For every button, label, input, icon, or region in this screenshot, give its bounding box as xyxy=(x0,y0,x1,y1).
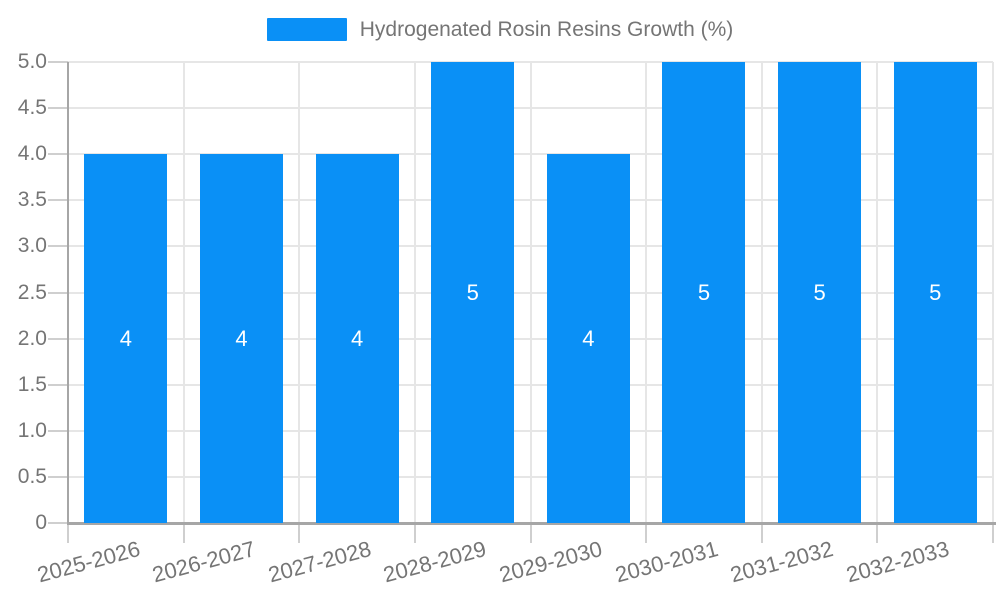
bar: 4 xyxy=(315,154,399,523)
bar: 4 xyxy=(546,154,630,523)
bar-value-label: 4 xyxy=(350,325,364,351)
bar: 4 xyxy=(199,154,283,523)
bar-value-label: 5 xyxy=(697,279,711,305)
bar-value-label: 4 xyxy=(582,325,595,351)
y-axis-tick xyxy=(48,291,68,294)
x-axis-tick xyxy=(298,523,301,543)
x-tick-label: 2028-2029 xyxy=(381,536,490,588)
x-axis-tick xyxy=(876,523,879,543)
v-gridline xyxy=(529,62,532,523)
y-tick-label: 0 xyxy=(35,511,47,534)
y-axis-tick xyxy=(48,153,68,156)
y-tick-label: 4.5 xyxy=(17,96,47,120)
y-axis-tick xyxy=(48,522,68,524)
y-axis-tick xyxy=(48,475,68,478)
y-tick-label: 1.0 xyxy=(17,418,47,442)
x-tick-label: 2030-2031 xyxy=(612,536,721,588)
y-tick-label: 2.5 xyxy=(17,280,47,304)
x-axis-tick xyxy=(760,523,763,543)
bar-value-label: 5 xyxy=(813,279,826,305)
bar-value-label: 5 xyxy=(929,279,942,305)
y-axis-tick xyxy=(48,107,68,110)
bar: 5 xyxy=(778,62,862,523)
x-axis-tick xyxy=(413,523,416,543)
chart-legend: Hydrogenated Rosin Resins Growth (%) xyxy=(0,18,1000,41)
y-tick-label: 3.5 xyxy=(17,188,47,212)
x-axis-line xyxy=(67,522,996,525)
x-tick-label: 2029-2030 xyxy=(496,536,605,588)
y-axis-tick xyxy=(48,429,68,432)
v-gridline xyxy=(182,62,185,523)
x-tick-label: 2026-2027 xyxy=(149,536,258,588)
y-axis-tick xyxy=(48,199,68,202)
y-tick-label: 1.5 xyxy=(17,372,47,396)
plot-area: 4 4 4 5 4 5 5 5 2025-2026 2026-2027 2027-2028 2028… xyxy=(34,61,996,587)
y-axis-tick xyxy=(48,337,68,340)
v-gridline xyxy=(876,62,879,523)
v-gridline xyxy=(992,62,994,523)
bar-value-label: 4 xyxy=(235,325,248,351)
x-axis-tick xyxy=(992,523,994,543)
x-tick-label: 2031-2032 xyxy=(727,536,837,588)
y-tick-label: 2.0 xyxy=(17,326,47,350)
bar: 4 xyxy=(84,154,168,523)
x-axis-tick xyxy=(645,523,648,543)
y-axis-tick xyxy=(48,245,68,248)
y-axis-tick xyxy=(48,61,68,63)
bar: 5 xyxy=(893,62,977,523)
x-tick-label: 2032-2033 xyxy=(843,536,952,588)
bar-value-label: 5 xyxy=(466,279,479,305)
x-axis-tick xyxy=(67,523,69,543)
y-tick-label: 3.0 xyxy=(17,234,47,258)
v-gridline xyxy=(645,62,648,523)
y-tick-label: 0.5 xyxy=(17,464,47,488)
bar: 5 xyxy=(662,62,746,523)
v-gridline xyxy=(413,62,416,523)
x-tick-label: 2025-2026 xyxy=(34,536,143,588)
x-axis-tick xyxy=(529,523,532,543)
y-tick-label: 5.0 xyxy=(17,50,47,73)
x-tick-label: 2027-2028 xyxy=(265,536,374,588)
v-gridline xyxy=(298,62,301,523)
legend-swatch-icon xyxy=(266,18,347,41)
y-axis-tick xyxy=(48,383,68,386)
x-axis-tick xyxy=(182,523,185,543)
bar: 5 xyxy=(431,62,515,523)
y-axis-line xyxy=(67,62,69,523)
bar-value-label: 4 xyxy=(119,325,132,351)
y-tick-label: 4.0 xyxy=(17,142,47,166)
v-gridline xyxy=(760,62,763,523)
legend-label: Hydrogenated Rosin Resins Growth (%) xyxy=(359,18,734,41)
